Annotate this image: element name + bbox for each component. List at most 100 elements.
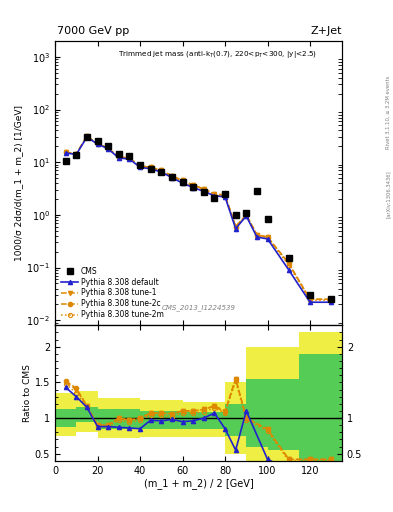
Line: Pythia 8.308 tune-2c: Pythia 8.308 tune-2c xyxy=(64,134,333,302)
Pythia 8.308 tune-2c xyxy=(233,224,238,230)
Pythia 8.308 tune-1 xyxy=(329,296,334,303)
Pythia 8.308 default xyxy=(223,194,228,200)
Pythia 8.308 default xyxy=(148,166,153,172)
CMS xyxy=(84,134,89,140)
Pythia 8.308 default xyxy=(180,180,185,186)
Pythia 8.308 tune-2m xyxy=(148,165,153,171)
Pythia 8.308 default xyxy=(255,234,259,240)
Pythia 8.308 default xyxy=(63,150,68,156)
CMS xyxy=(106,143,110,150)
Pythia 8.308 tune-2m xyxy=(95,141,100,147)
Pythia 8.308 default xyxy=(169,175,174,181)
CMS xyxy=(95,138,100,144)
Pythia 8.308 tune-1 xyxy=(138,163,142,169)
Text: Trimmed jet mass (anti-k$_T$(0.7), 220<p$_T$<300, |y|<2.5): Trimmed jet mass (anti-k$_T$(0.7), 220<p… xyxy=(118,50,317,60)
Pythia 8.308 default xyxy=(74,152,79,158)
Pythia 8.308 tune-1 xyxy=(255,231,259,238)
CMS xyxy=(202,189,206,195)
Line: Pythia 8.308 tune-2m: Pythia 8.308 tune-2m xyxy=(64,135,333,302)
Pythia 8.308 tune-1 xyxy=(308,296,312,303)
CMS xyxy=(127,153,132,159)
Pythia 8.308 tune-1 xyxy=(191,182,195,188)
Pythia 8.308 tune-2c xyxy=(223,192,228,198)
Pythia 8.308 tune-2c xyxy=(202,186,206,192)
Pythia 8.308 tune-2c xyxy=(116,154,121,160)
Pythia 8.308 tune-2c xyxy=(63,149,68,155)
Pythia 8.308 tune-2c xyxy=(169,173,174,179)
Y-axis label: 1000/σ 2dσ/d(m_1 + m_2) [1/GeV]: 1000/σ 2dσ/d(m_1 + m_2) [1/GeV] xyxy=(15,105,24,261)
Pythia 8.308 tune-1 xyxy=(223,193,228,199)
Pythia 8.308 default xyxy=(212,193,217,199)
Pythia 8.308 tune-1 xyxy=(127,155,132,161)
X-axis label: (m_1 + m_2) / 2 [GeV]: (m_1 + m_2) / 2 [GeV] xyxy=(143,478,253,489)
Pythia 8.308 tune-1 xyxy=(233,224,238,230)
Pythia 8.308 default xyxy=(84,134,89,140)
Pythia 8.308 default xyxy=(127,156,132,162)
CMS xyxy=(169,174,174,180)
Pythia 8.308 tune-1 xyxy=(95,141,100,147)
CMS xyxy=(148,166,153,172)
Pythia 8.308 tune-2m xyxy=(84,134,89,140)
Pythia 8.308 default xyxy=(138,164,142,170)
Pythia 8.308 tune-2m xyxy=(223,193,228,199)
Pythia 8.308 tune-2c xyxy=(244,212,249,218)
Pythia 8.308 default xyxy=(159,169,163,175)
Pythia 8.308 tune-1 xyxy=(169,173,174,179)
Pythia 8.308 tune-1 xyxy=(286,260,291,266)
Pythia 8.308 default xyxy=(116,155,121,161)
Pythia 8.308 tune-1 xyxy=(265,234,270,240)
Pythia 8.308 tune-2m xyxy=(212,192,217,198)
Pythia 8.308 tune-2c xyxy=(255,231,259,238)
Pythia 8.308 tune-2m xyxy=(106,145,110,152)
Pythia 8.308 default xyxy=(308,299,312,305)
CMS xyxy=(116,152,121,158)
Text: CMS_2013_I1224539: CMS_2013_I1224539 xyxy=(162,305,235,311)
Pythia 8.308 tune-2c xyxy=(148,164,153,170)
Pythia 8.308 tune-2c xyxy=(180,177,185,183)
Pythia 8.308 default xyxy=(329,299,334,305)
Pythia 8.308 tune-1 xyxy=(180,177,185,183)
CMS xyxy=(212,195,217,201)
Pythia 8.308 tune-1 xyxy=(106,145,110,151)
CMS xyxy=(286,255,291,261)
Legend: CMS, Pythia 8.308 default, Pythia 8.308 tune-1, Pythia 8.308 tune-2c, Pythia 8.3: CMS, Pythia 8.308 default, Pythia 8.308 … xyxy=(59,264,166,322)
Pythia 8.308 tune-2m xyxy=(127,155,132,161)
CMS xyxy=(255,187,259,194)
Pythia 8.308 tune-2m xyxy=(202,187,206,194)
Pythia 8.308 default xyxy=(191,184,195,190)
Pythia 8.308 tune-2c xyxy=(308,296,312,303)
Pythia 8.308 tune-2m xyxy=(169,174,174,180)
Text: Rivet 3.1.10, ≥ 3.2M events: Rivet 3.1.10, ≥ 3.2M events xyxy=(386,76,391,150)
CMS xyxy=(63,158,68,164)
Pythia 8.308 default xyxy=(286,267,291,273)
Pythia 8.308 tune-1 xyxy=(212,191,217,197)
Pythia 8.308 tune-2c xyxy=(191,182,195,188)
Pythia 8.308 tune-2c xyxy=(286,260,291,266)
Pythia 8.308 tune-2c xyxy=(106,145,110,151)
Pythia 8.308 tune-2c xyxy=(265,234,270,240)
Pythia 8.308 tune-1 xyxy=(244,212,249,218)
Pythia 8.308 tune-1 xyxy=(116,154,121,160)
Line: Pythia 8.308 default: Pythia 8.308 default xyxy=(64,135,333,304)
Pythia 8.308 tune-1 xyxy=(202,186,206,192)
CMS xyxy=(329,296,334,303)
Pythia 8.308 tune-1 xyxy=(159,167,163,174)
CMS xyxy=(223,191,228,197)
Pythia 8.308 tune-2m xyxy=(286,262,291,268)
Pythia 8.308 tune-2m xyxy=(116,155,121,161)
Pythia 8.308 tune-2m xyxy=(159,168,163,174)
Pythia 8.308 tune-2c xyxy=(74,151,79,157)
Pythia 8.308 tune-1 xyxy=(84,133,89,139)
CMS xyxy=(191,184,195,190)
Pythia 8.308 tune-2c xyxy=(212,191,217,197)
Pythia 8.308 default xyxy=(233,225,238,231)
Pythia 8.308 tune-2c xyxy=(127,155,132,161)
Pythia 8.308 default xyxy=(265,236,270,242)
Line: Pythia 8.308 tune-1: Pythia 8.308 tune-1 xyxy=(64,134,333,302)
Pythia 8.308 tune-1 xyxy=(63,149,68,155)
Y-axis label: Ratio to CMS: Ratio to CMS xyxy=(23,364,32,422)
Pythia 8.308 tune-2m xyxy=(308,297,312,303)
Pythia 8.308 tune-2m xyxy=(265,234,270,241)
Pythia 8.308 tune-2m xyxy=(63,149,68,155)
Pythia 8.308 tune-2c xyxy=(95,141,100,147)
